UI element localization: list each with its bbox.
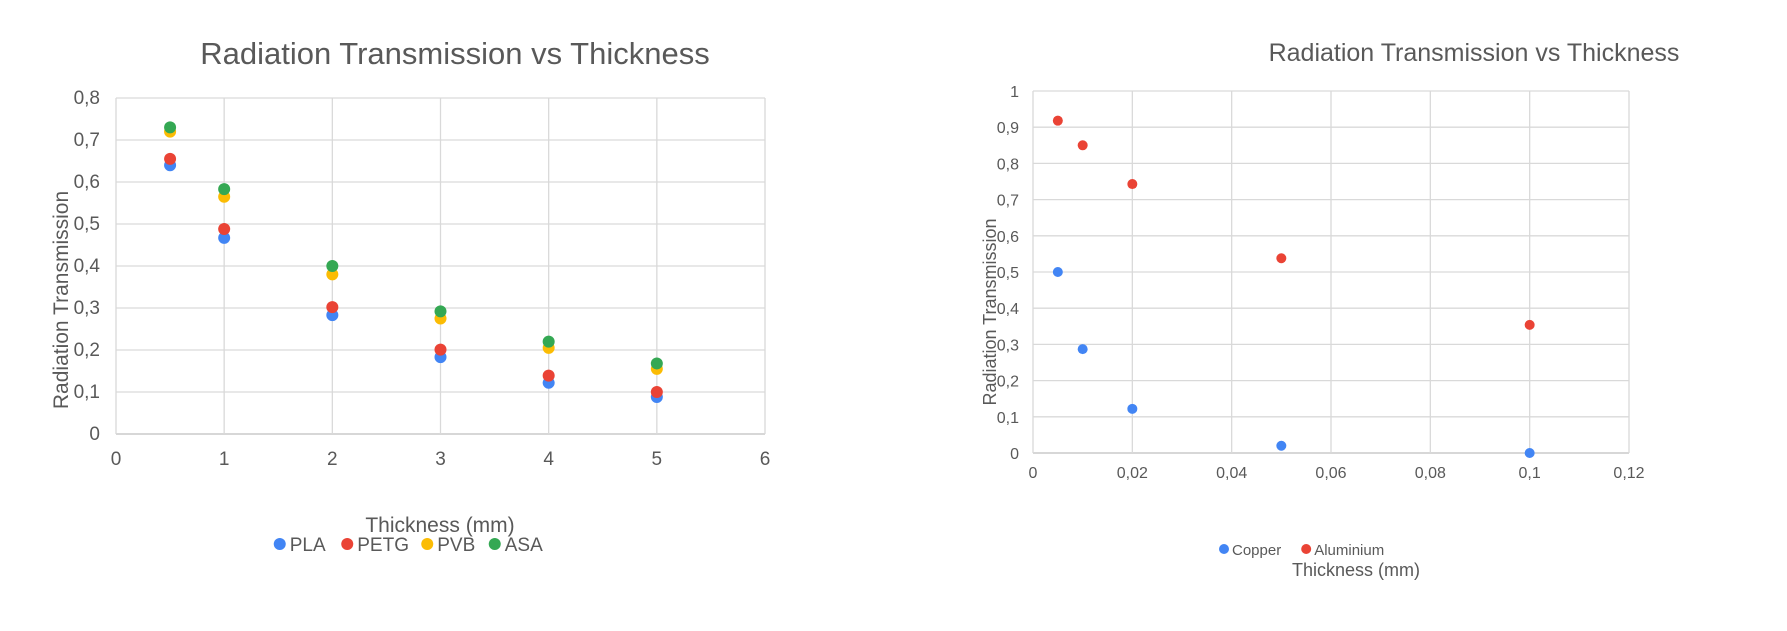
x-tick-label: 0,08 [1415,465,1446,482]
chart-right: Radiation Transmission vs Thickness 0 0,1… [980,0,1787,631]
data-point-asa [164,121,177,134]
x-tick-label: 0 [111,449,122,470]
y-tick-label: 0,6 [997,229,1019,246]
data-point-copper [1052,267,1063,277]
x-axis-title: Thickness (mm) [365,514,514,537]
y-tick-label: 0,5 [74,214,100,235]
y-tick-label: 0,3 [74,298,100,319]
x-tick-label: 0 [1029,465,1038,482]
legend-label: Copper [1232,542,1281,559]
y-tick-label: 0,8 [74,88,100,109]
y-tick-labels: 0 0,1 0,2 0,3 0,4 0,5 0,6 0,7 0,8 [74,88,101,445]
legend: Copper Aluminium [1219,542,1384,559]
data-points [164,121,663,404]
x-tick-labels: 0 1 2 3 4 5 6 [111,449,771,470]
data-point-petg [164,152,177,165]
x-tick-label: 4 [543,449,554,470]
x-tick-label: 0,02 [1117,465,1148,482]
y-tick-labels: 0 0,1 0,2 0,3 0,4 0,5 0,6 0,7 0,8 0,9 1 [997,84,1019,463]
y-axis-title: Radiation Transmission [50,191,73,409]
x-tick-labels: 0 0,02 0,04 0,06 0,08 0,1 0,12 [1029,465,1645,482]
gridlines [115,97,766,435]
y-tick-label: 0,9 [997,120,1019,137]
x-axis-title: Thickness (mm) [1292,560,1420,580]
data-points [1052,115,1535,458]
y-tick-label: 0,5 [997,265,1019,282]
y-tick-label: 0,1 [997,410,1019,427]
y-tick-label: 0,2 [74,340,100,361]
y-tick-label: 0,4 [997,301,1019,318]
x-tick-label: 0,1 [1519,465,1541,482]
legend-marker-asa [488,538,501,550]
data-point-aluminium [1276,253,1287,264]
data-point-aluminium [1052,115,1063,126]
data-point-asa [542,335,555,348]
data-point-copper [1524,448,1535,458]
x-tick-label: 3 [435,449,446,470]
x-tick-label: 0,06 [1315,465,1346,482]
data-point-copper [1127,403,1138,414]
y-tick-label: 0 [89,424,100,445]
legend-label: PLA [290,535,326,556]
legend-label: Aluminium [1314,542,1384,559]
gridlines [1032,90,1630,454]
legend: PLA PETG PVB ASA [273,535,543,556]
chart-left-svg: Radiation Transmission vs Thickness 0 0,1… [50,36,771,556]
data-point-pvb [326,268,339,281]
data-point-petg [326,301,339,314]
data-point-copper [1077,344,1088,355]
legend-label: PVB [437,535,475,556]
data-point-petg [434,343,447,356]
data-point-petg [650,386,663,398]
y-tick-label: 0,7 [997,193,1019,210]
x-tick-label: 1 [219,449,230,470]
y-tick-label: 0 [1010,446,1019,463]
data-point-asa [326,260,339,272]
x-tick-label: 0,12 [1613,465,1644,482]
data-point-asa [218,183,231,196]
legend-marker-pvb [421,538,434,550]
chart-title: Radiation Transmission vs Thickness [1269,39,1680,67]
chart-left: Radiation Transmission vs Thickness 0 0,1… [50,36,771,556]
legend-marker-pla [273,538,286,550]
y-tick-label: 0,4 [74,256,101,277]
data-point-petg [218,223,231,236]
y-tick-label: 1 [1010,84,1019,101]
legend-marker-aluminium [1301,544,1312,554]
chart-right-svg: Radiation Transmission vs Thickness 0 0,1… [980,39,1680,580]
y-tick-label: 0,7 [74,130,100,151]
x-tick-label: 5 [652,449,663,470]
data-point-copper [1276,440,1287,451]
chart-title: Radiation Transmission vs Thickness [200,36,709,71]
y-tick-label: 0,3 [997,337,1019,354]
x-tick-label: 6 [760,449,771,470]
x-tick-label: 0,04 [1216,465,1247,482]
data-point-petg [542,369,555,382]
y-tick-label: 0,8 [997,156,1019,173]
y-tick-label: 0,1 [74,382,100,403]
data-point-aluminium [1127,179,1138,190]
legend-marker-petg [341,538,354,550]
data-point-asa [434,305,447,318]
legend-marker-copper [1219,544,1229,554]
data-point-asa [650,357,663,370]
y-tick-label: 0,6 [74,172,100,193]
y-axis-title: Radiation Transmission [980,218,1000,405]
data-point-pla [218,231,231,244]
y-tick-label: 0,2 [997,374,1019,391]
x-tick-label: 2 [327,449,338,470]
legend-label: ASA [505,535,543,556]
legend-label: PETG [357,535,409,556]
data-point-aluminium [1077,140,1088,151]
data-point-aluminium [1524,319,1535,330]
